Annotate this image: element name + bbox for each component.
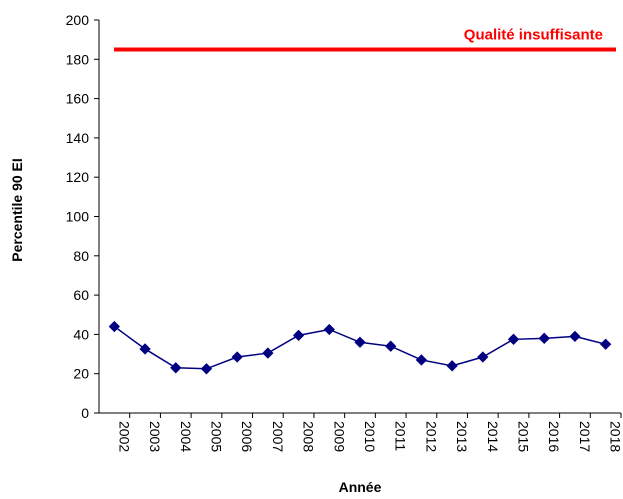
marker [323, 323, 335, 336]
y-axis-label: Percentile 90 EI [9, 158, 25, 262]
x-tick-label: 2013 [454, 421, 470, 452]
x-tick-label: 2015 [516, 421, 532, 452]
y-tick-label: 0 [81, 405, 89, 421]
x-tick-label: 2011 [393, 421, 409, 451]
marker [599, 338, 612, 350]
y-tick-label: 140 [66, 130, 90, 146]
y-tick-label: 180 [66, 51, 90, 67]
marker [569, 330, 581, 343]
marker [231, 351, 243, 363]
x-tick-label: 2018 [608, 421, 623, 452]
x-tick-label: 2006 [239, 421, 255, 452]
marker [385, 340, 397, 352]
y-tick-label: 80 [73, 248, 89, 264]
x-tick-label: 2017 [577, 421, 593, 452]
x-tick-label: 2007 [270, 421, 286, 452]
x-tick-label: 2012 [423, 421, 439, 452]
x-axis-label: Année [339, 479, 382, 495]
marker [538, 332, 550, 344]
x-tick-label: 2010 [362, 421, 378, 452]
x-tick-label: 2003 [147, 421, 163, 452]
x-tick-label: 2005 [208, 421, 224, 452]
marker [477, 351, 489, 363]
marker [292, 329, 305, 342]
x-tick-label: 2009 [331, 421, 347, 452]
marker [415, 354, 428, 366]
marker [200, 363, 213, 375]
marker [507, 333, 520, 345]
x-tick-label: 2008 [301, 421, 317, 452]
marker [446, 360, 458, 372]
marker [108, 320, 121, 333]
x-tick-label: 2004 [178, 421, 194, 452]
marker [139, 343, 151, 355]
y-tick-label: 100 [66, 209, 90, 225]
y-tick-label: 160 [66, 91, 90, 107]
y-tick-label: 20 [73, 366, 89, 382]
y-tick-label: 60 [73, 287, 89, 303]
y-tick-label: 40 [73, 326, 89, 342]
x-tick-label: 2014 [485, 421, 501, 452]
x-tick-label: 2016 [546, 421, 562, 452]
x-tick-label: 2002 [116, 421, 132, 452]
marker [170, 362, 182, 374]
y-tick-label: 120 [66, 169, 90, 185]
marker [262, 347, 274, 359]
y-tick-label: 200 [66, 12, 90, 28]
marker [354, 336, 366, 348]
threshold-label: Qualité insuffisante [464, 26, 603, 43]
